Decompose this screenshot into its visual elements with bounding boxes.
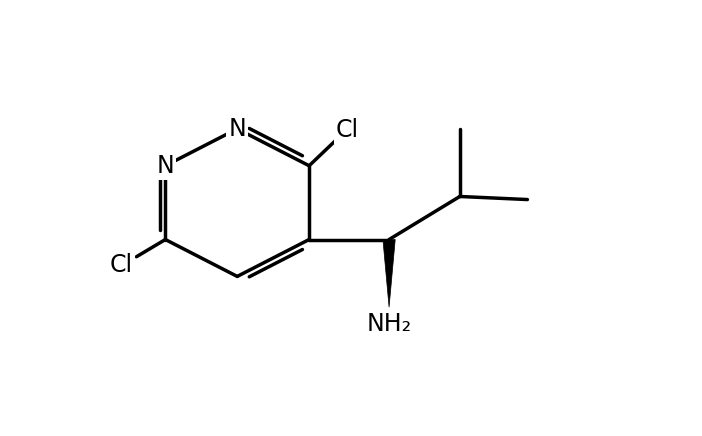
Polygon shape <box>383 239 395 307</box>
Text: Cl: Cl <box>336 118 359 142</box>
Text: N: N <box>157 154 174 178</box>
Text: Cl: Cl <box>110 253 133 277</box>
Text: N: N <box>228 117 246 141</box>
Text: NH₂: NH₂ <box>366 312 411 336</box>
